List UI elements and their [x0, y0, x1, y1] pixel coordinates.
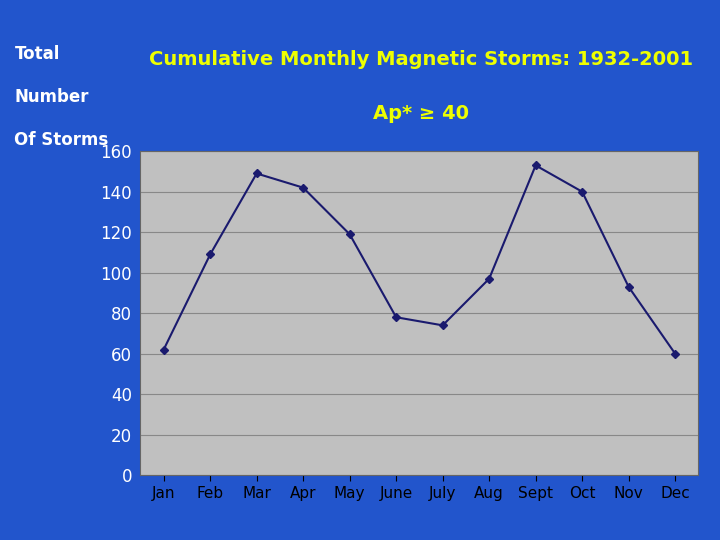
Text: Of Storms: Of Storms — [14, 131, 109, 150]
Text: Cumulative Monthly Magnetic Storms: 1932-2001: Cumulative Monthly Magnetic Storms: 1932… — [149, 50, 693, 69]
Text: Number: Number — [14, 88, 89, 106]
Text: Ap* ≥ 40: Ap* ≥ 40 — [373, 104, 469, 123]
Text: Total: Total — [14, 45, 60, 63]
